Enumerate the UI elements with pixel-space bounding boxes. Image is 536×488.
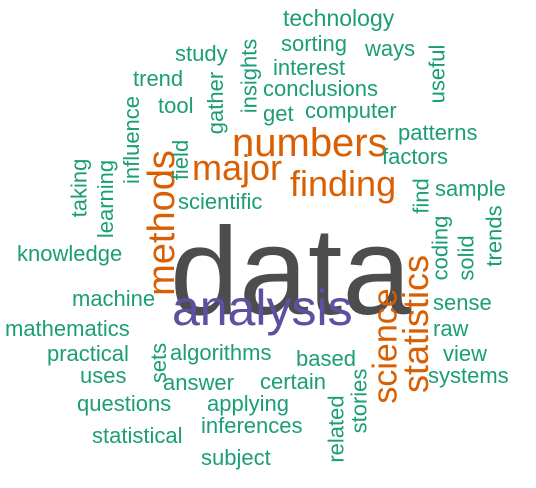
word-statistical: statistical xyxy=(92,423,183,448)
word-mathematics: mathematics xyxy=(5,316,130,341)
word-science: science xyxy=(366,287,405,404)
word-numbers: numbers xyxy=(232,121,388,165)
word-stories: stories xyxy=(345,368,371,433)
word-ways: ways xyxy=(365,36,416,61)
word-finding: finding xyxy=(290,163,397,204)
word-technology: technology xyxy=(283,5,395,31)
word-systems: systems xyxy=(428,363,509,388)
word-scientific: scientific xyxy=(178,189,263,214)
word-sense: sense xyxy=(433,290,492,315)
word-conclusions: conclusions xyxy=(263,76,378,101)
word-certain: certain xyxy=(260,369,327,394)
word-sorting: sorting xyxy=(281,31,348,56)
word-applying: applying xyxy=(207,391,289,416)
word-subject: subject xyxy=(201,445,271,470)
word-influence: influence xyxy=(119,95,145,185)
word-study: study xyxy=(175,41,228,66)
word-sample: sample xyxy=(435,176,506,201)
word-machine: machine xyxy=(72,286,156,311)
word-get: get xyxy=(263,101,294,126)
word-find: find xyxy=(408,177,434,214)
word-trends: trends xyxy=(481,204,507,267)
word-based: based xyxy=(296,346,356,371)
word-factors: factors xyxy=(382,144,449,169)
word-knowledge: knowledge xyxy=(17,241,123,266)
word-major: major xyxy=(192,147,283,188)
word-algorithms: algorithms xyxy=(170,340,272,365)
word-raw: raw xyxy=(433,316,469,341)
word-useful: useful xyxy=(423,44,449,103)
word-taking: taking xyxy=(65,158,91,217)
word-answer: answer xyxy=(163,370,234,395)
word-gather: gather xyxy=(203,71,229,135)
word-insights: insights xyxy=(235,38,261,113)
word-field: field xyxy=(168,139,194,181)
word-inferences: inferences xyxy=(201,413,303,438)
word-analysis: analysis xyxy=(172,280,353,336)
word-coding: coding xyxy=(426,215,452,280)
word-uses: uses xyxy=(80,363,127,388)
word-computer: computer xyxy=(305,98,397,123)
word-related: related xyxy=(323,394,349,463)
word-tool: tool xyxy=(158,93,194,118)
word-solid: solid xyxy=(453,234,479,281)
word-view: view xyxy=(443,341,488,366)
word-interest: interest xyxy=(273,55,346,80)
word-questions: questions xyxy=(77,391,172,416)
word-trend: trend xyxy=(133,66,184,91)
word-patterns: patterns xyxy=(398,120,478,145)
word-practical: practical xyxy=(47,341,129,366)
word-data: data xyxy=(170,203,412,341)
word-learning: learning xyxy=(93,159,119,239)
